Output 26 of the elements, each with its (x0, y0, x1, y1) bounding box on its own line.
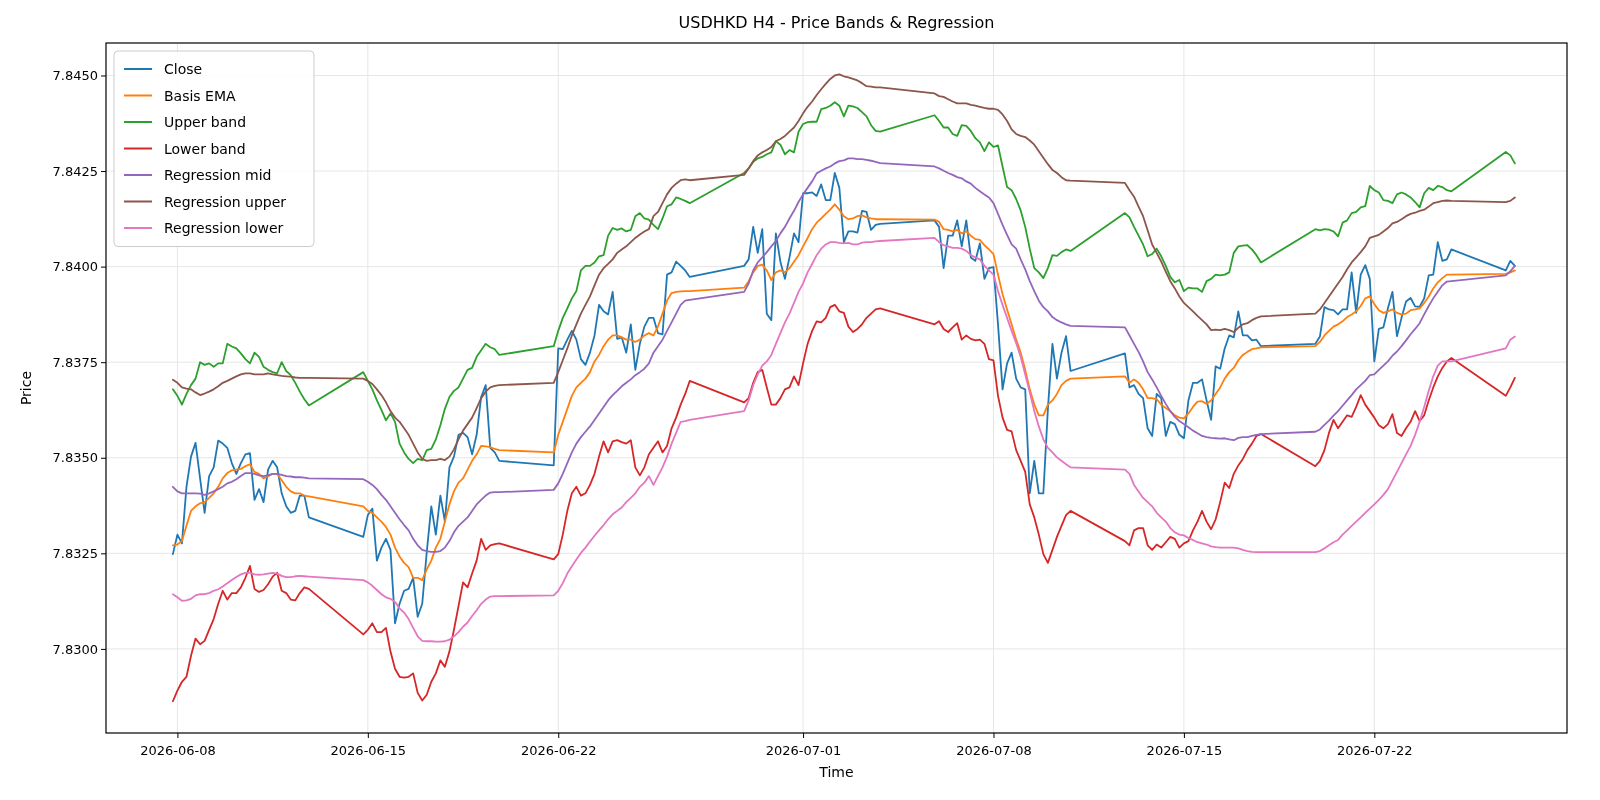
legend-label: Regression upper (164, 193, 287, 210)
legend-label: Close (164, 61, 203, 77)
x-tick-label: 2026-07-08 (956, 743, 1032, 759)
y-axis-title: Price (18, 370, 34, 406)
x-axis-title: Time (818, 764, 854, 780)
y-tick-label: 7.8375 (52, 354, 98, 370)
legend-label: Basis EMA (164, 87, 237, 104)
line-series (171, 303, 1516, 703)
legend-label: Regression mid (164, 167, 272, 183)
x-tick-label: 2026-06-22 (520, 743, 597, 759)
y-tick-label: 7.8350 (52, 450, 98, 466)
y-tick-label: 7.8400 (52, 259, 98, 275)
y-tick-label: 7.8425 (52, 163, 98, 179)
y-tick-label: 7.8450 (52, 68, 98, 84)
y-tick-label: 7.8325 (52, 545, 98, 561)
chart-title: USDHKD H4 - Price Bands & Regression (678, 13, 995, 32)
x-tick-label: 2026-07-15 (1146, 743, 1223, 759)
x-tick-label: 2026-07-22 (1337, 743, 1413, 759)
legend-label: Lower band (164, 140, 246, 157)
y-tick-label: 7.8300 (52, 641, 98, 657)
legend-label: Regression lower (164, 220, 284, 236)
x-tick-label: 2026-06-15 (330, 743, 407, 759)
line-series (171, 237, 1516, 643)
legend-label: Upper band (164, 114, 247, 130)
x-tick-label: 2026-07-01 (765, 743, 842, 759)
x-tick-label: 2026-06-08 (140, 743, 216, 759)
